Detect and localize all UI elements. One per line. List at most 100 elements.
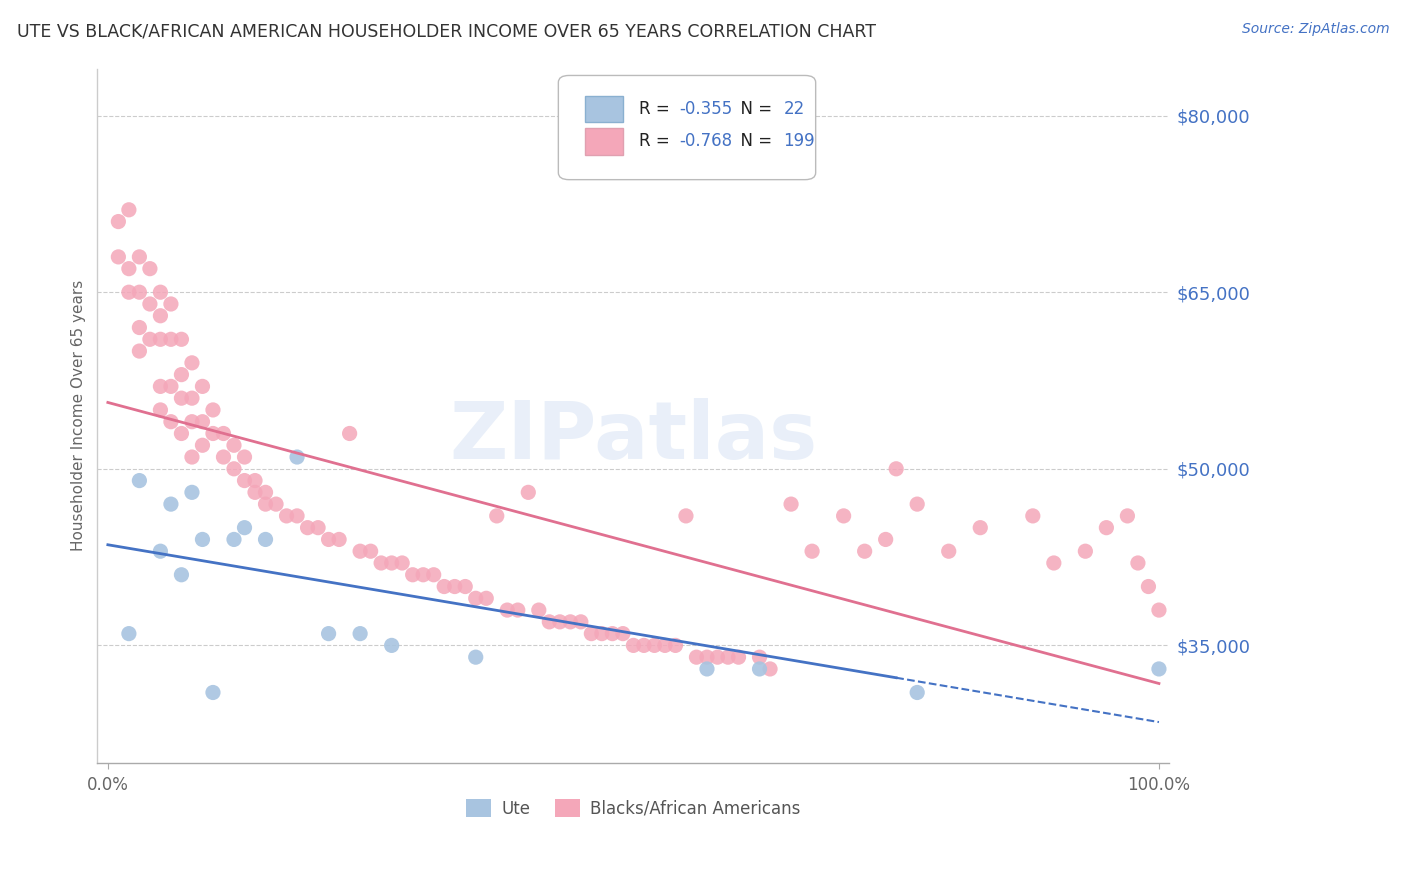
Point xyxy=(675,508,697,523)
Point xyxy=(118,626,141,640)
Point xyxy=(212,450,235,464)
Text: Source: ZipAtlas.com: Source: ZipAtlas.com xyxy=(1241,22,1389,37)
Text: UTE VS BLACK/AFRICAN AMERICAN HOUSEHOLDER INCOME OVER 65 YEARS CORRELATION CHART: UTE VS BLACK/AFRICAN AMERICAN HOUSEHOLDE… xyxy=(17,22,876,40)
Point xyxy=(139,332,162,346)
Text: ZIPatlas: ZIPatlas xyxy=(450,398,817,475)
Point xyxy=(759,662,782,676)
Point xyxy=(201,426,224,441)
Point xyxy=(475,591,498,606)
Point xyxy=(696,650,718,665)
Point xyxy=(128,474,150,488)
Point xyxy=(581,626,603,640)
Point xyxy=(1043,556,1066,570)
Point xyxy=(654,639,676,653)
Point xyxy=(748,650,770,665)
Point xyxy=(391,556,413,570)
Point xyxy=(160,332,183,346)
Point xyxy=(118,261,141,276)
Point xyxy=(884,462,907,476)
Point xyxy=(464,650,486,665)
Point xyxy=(1147,662,1170,676)
Point xyxy=(696,662,718,676)
Point xyxy=(381,556,404,570)
Point xyxy=(412,567,434,582)
Point xyxy=(264,497,287,511)
Point xyxy=(118,202,141,217)
Point xyxy=(1137,580,1160,594)
Point xyxy=(591,626,613,640)
Point xyxy=(560,615,582,629)
Point xyxy=(602,626,624,640)
Text: -0.768: -0.768 xyxy=(679,132,733,151)
Point xyxy=(633,639,655,653)
Point xyxy=(969,521,991,535)
Point xyxy=(1116,508,1139,523)
Point xyxy=(422,567,444,582)
Point xyxy=(170,567,193,582)
Point xyxy=(191,438,214,452)
Point xyxy=(938,544,960,558)
Point xyxy=(496,603,519,617)
Point xyxy=(128,344,150,359)
Point xyxy=(1074,544,1097,558)
Point xyxy=(727,650,749,665)
Point xyxy=(443,580,465,594)
Point xyxy=(832,508,855,523)
Point xyxy=(307,521,329,535)
Point xyxy=(402,567,425,582)
Point xyxy=(464,591,486,606)
Point xyxy=(1147,603,1170,617)
FancyBboxPatch shape xyxy=(585,95,623,122)
Point xyxy=(485,508,508,523)
Point xyxy=(149,403,172,417)
Point xyxy=(149,379,172,393)
Point xyxy=(149,544,172,558)
Point xyxy=(381,639,404,653)
Point xyxy=(370,556,392,570)
Point xyxy=(1126,556,1149,570)
Point xyxy=(339,426,361,441)
Point xyxy=(149,309,172,323)
Point xyxy=(905,685,928,699)
Point xyxy=(717,650,740,665)
Point xyxy=(875,533,897,547)
Point xyxy=(685,650,707,665)
Point xyxy=(139,261,162,276)
Point xyxy=(222,533,245,547)
Point xyxy=(181,356,204,370)
Point xyxy=(853,544,876,558)
Point xyxy=(318,533,340,547)
Point xyxy=(433,580,456,594)
Point xyxy=(454,580,477,594)
Text: 199: 199 xyxy=(783,132,815,151)
Point xyxy=(360,544,382,558)
Point xyxy=(222,438,245,452)
Point xyxy=(191,533,214,547)
Point xyxy=(569,615,592,629)
Text: 22: 22 xyxy=(783,100,804,118)
Point xyxy=(243,474,266,488)
FancyBboxPatch shape xyxy=(558,76,815,179)
Point xyxy=(201,403,224,417)
Point xyxy=(149,285,172,300)
Point xyxy=(181,415,204,429)
Point xyxy=(254,497,277,511)
Point xyxy=(181,450,204,464)
Point xyxy=(191,415,214,429)
Point xyxy=(664,639,686,653)
Point xyxy=(212,426,235,441)
Point xyxy=(181,391,204,405)
Point xyxy=(706,650,728,665)
Point xyxy=(254,533,277,547)
Point xyxy=(170,368,193,382)
Point xyxy=(506,603,529,617)
Legend: Ute, Blacks/African Americans: Ute, Blacks/African Americans xyxy=(460,793,807,824)
Point xyxy=(128,285,150,300)
Point xyxy=(160,497,183,511)
Point xyxy=(527,603,550,617)
Point xyxy=(285,450,308,464)
Point xyxy=(201,685,224,699)
Point xyxy=(328,533,350,547)
Point xyxy=(170,426,193,441)
Point xyxy=(128,250,150,264)
